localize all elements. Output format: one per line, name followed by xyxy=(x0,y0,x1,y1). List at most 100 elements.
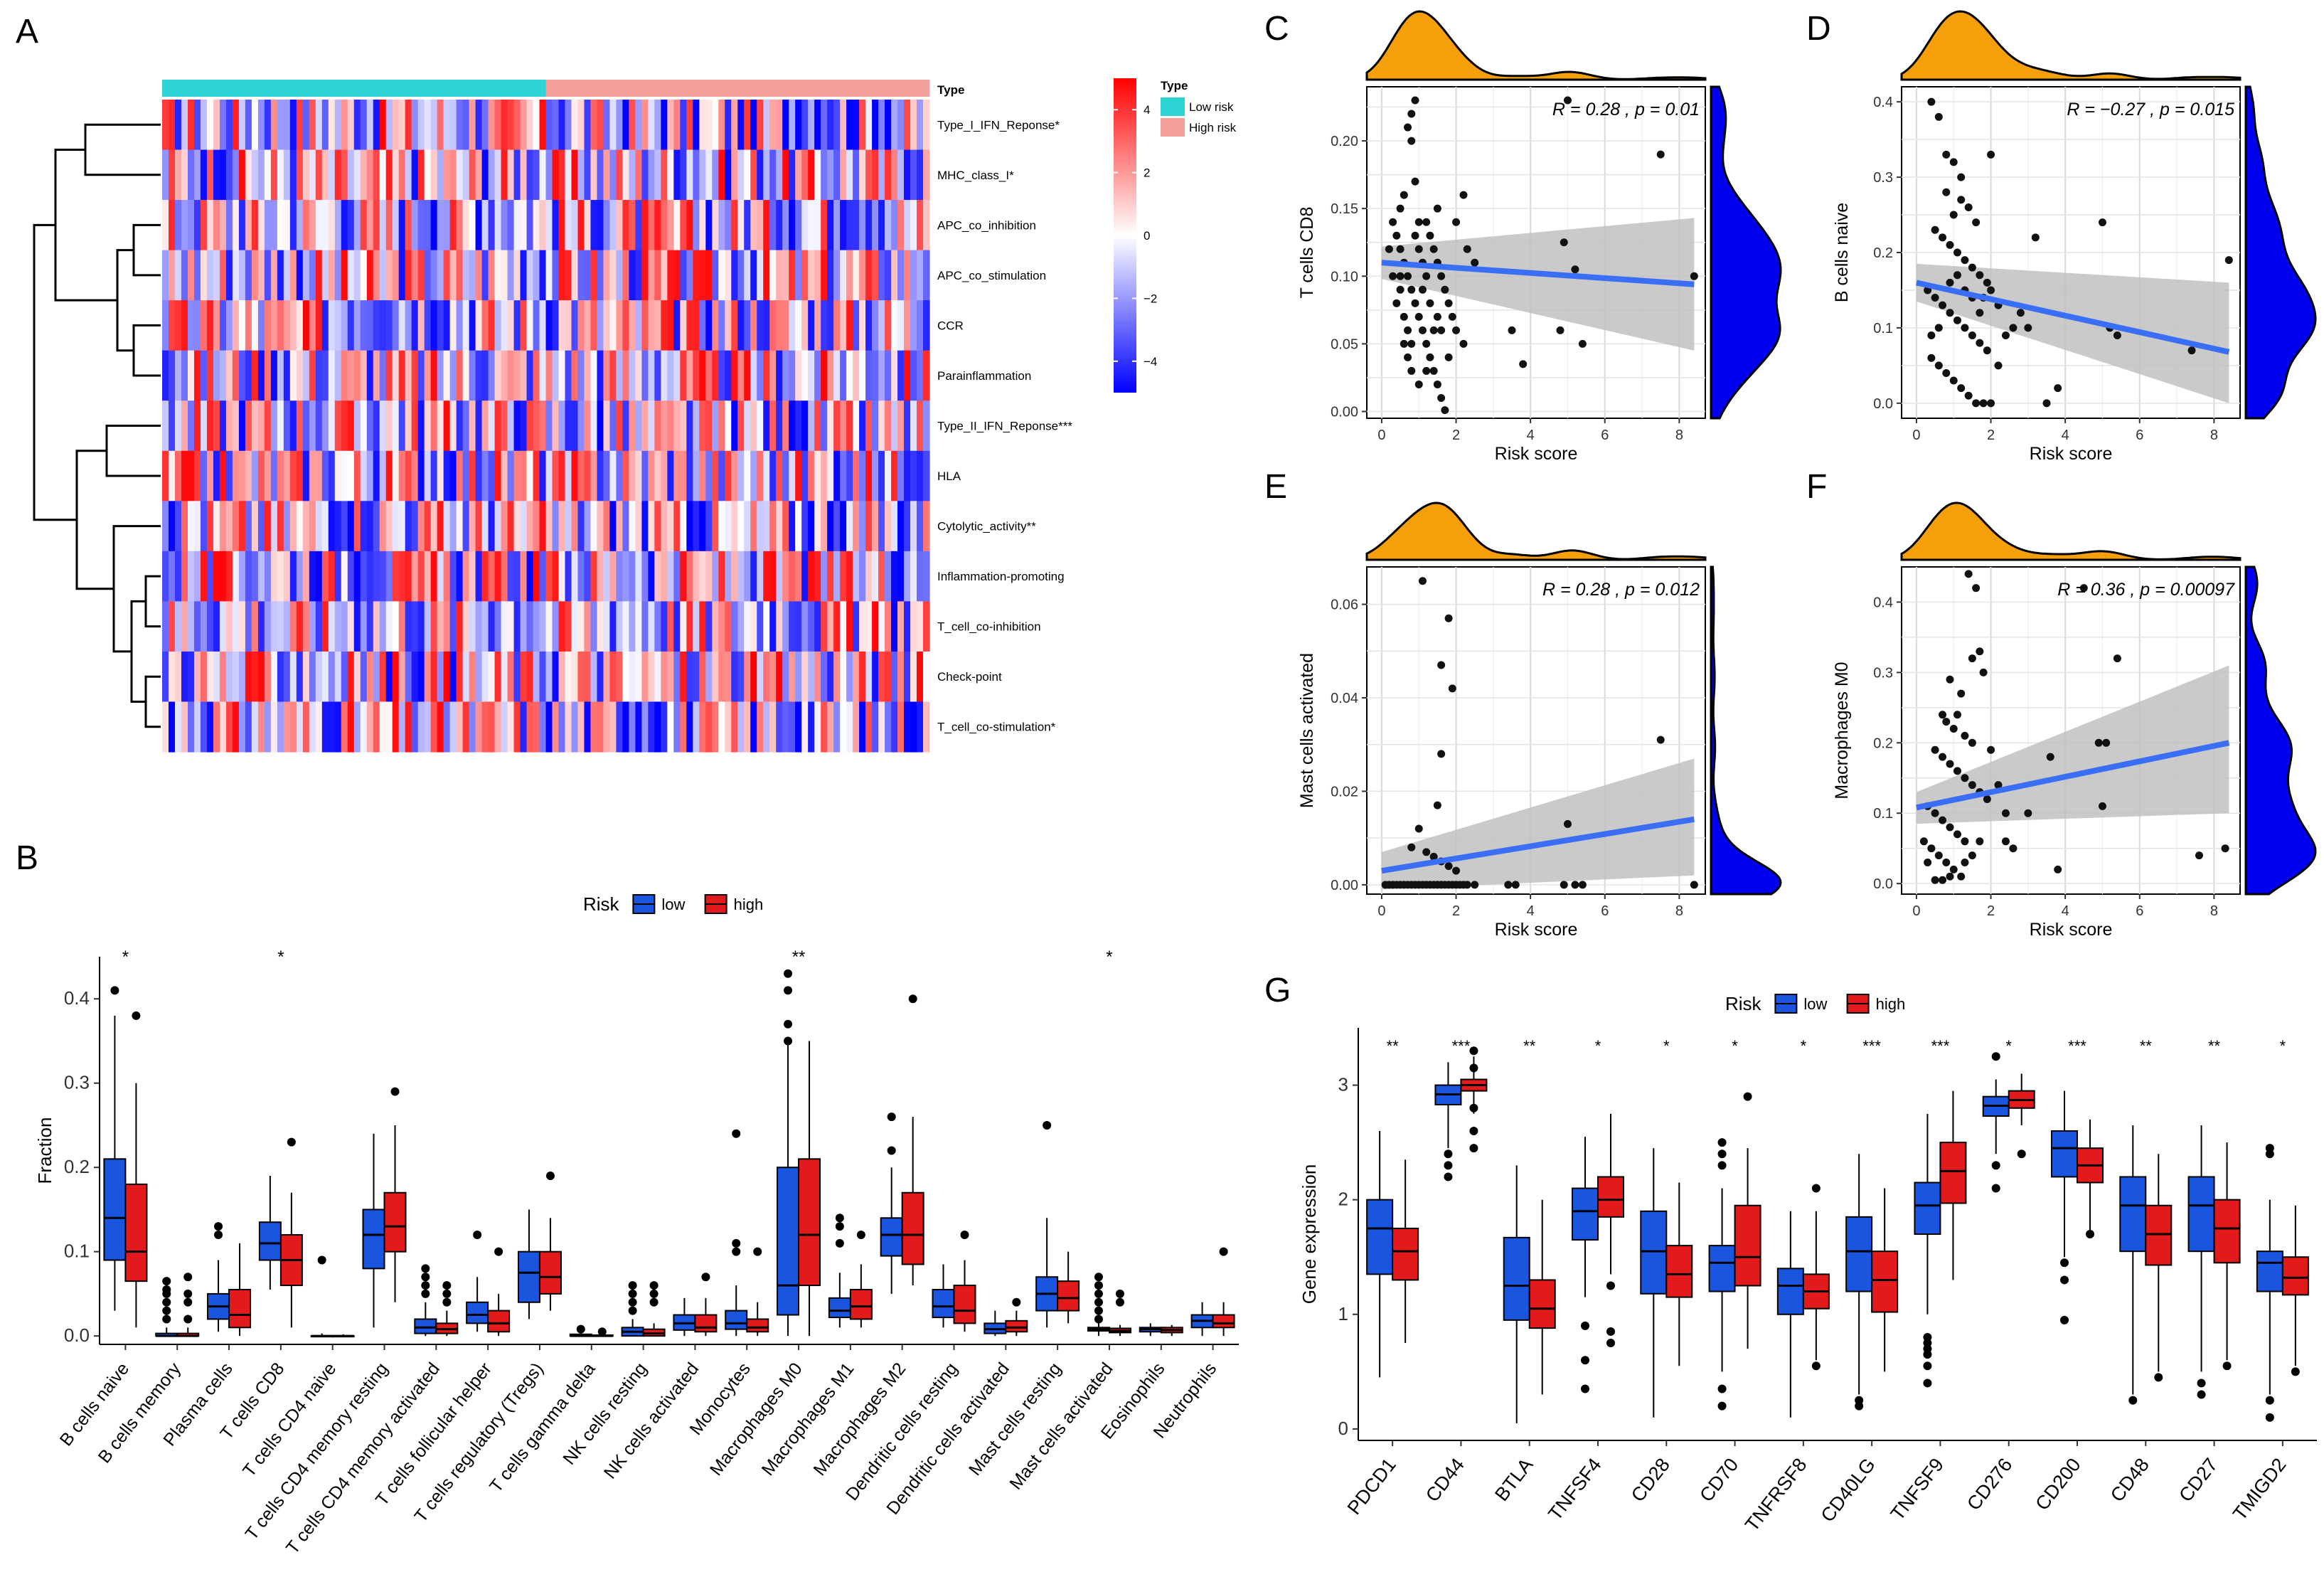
scatter-point xyxy=(2016,309,2025,317)
outlier-point xyxy=(1606,1281,1615,1290)
heatmap-cell xyxy=(584,701,592,753)
heatmap-cell xyxy=(558,701,566,753)
heatmap-cell xyxy=(456,701,464,753)
scatter-point xyxy=(2024,324,2032,332)
heatmap-cell xyxy=(289,501,297,552)
heatmap-cell xyxy=(296,300,304,351)
heatmap-cell xyxy=(181,250,188,301)
heatmap-cell xyxy=(533,651,540,703)
heatmap-cell xyxy=(609,250,617,301)
heatmap-cell xyxy=(872,149,879,201)
scatter-point xyxy=(1976,647,1984,656)
y-axis-label: Gene expression xyxy=(1299,1164,1320,1305)
heatmap-cell xyxy=(437,400,444,452)
scatter-point xyxy=(1953,767,1961,775)
heatmap-cell xyxy=(622,651,629,703)
heatmap-cell xyxy=(328,100,336,151)
heatmap-cell xyxy=(494,400,502,452)
heatmap-cell xyxy=(917,350,924,401)
scatter-point xyxy=(1437,272,1446,280)
heatmap-cell xyxy=(776,300,783,351)
heatmap-cell xyxy=(571,701,579,753)
heatmap-cell xyxy=(616,501,623,552)
heatmap-cell xyxy=(853,501,860,552)
scatter-point xyxy=(1471,881,1479,889)
heatmap-cell xyxy=(168,551,176,602)
heatmap-cell xyxy=(680,250,687,301)
outlier-point xyxy=(1115,1297,1124,1307)
heatmap-cell xyxy=(475,701,483,753)
heatmap-cell xyxy=(181,350,188,401)
heatmap-cell xyxy=(200,551,208,602)
heatmap-cell xyxy=(206,350,214,401)
heatmap-cell xyxy=(763,149,770,201)
heatmap-cell xyxy=(168,250,176,301)
heatmap-cell xyxy=(200,651,208,703)
heatmap-cell xyxy=(405,601,412,652)
scatter-point xyxy=(1953,711,1961,719)
heatmap-cell xyxy=(814,551,821,602)
scatter-point xyxy=(1459,339,1468,348)
heatmap-cell xyxy=(213,100,220,151)
heatmap-cell xyxy=(507,200,515,251)
heatmap-cell xyxy=(475,651,483,703)
heatmap-cell xyxy=(763,601,770,652)
outlier-point xyxy=(421,1289,430,1298)
scatter-point xyxy=(1976,309,1984,317)
heatmap-cell xyxy=(417,501,425,552)
heatmap-cell xyxy=(494,501,502,552)
scatter-point xyxy=(1441,406,1449,415)
heatmap-cell xyxy=(667,200,674,251)
heatmap-cell xyxy=(757,300,764,351)
box-high xyxy=(798,1158,821,1287)
heatmap-cell xyxy=(699,450,706,501)
heatmap-cell xyxy=(814,501,821,552)
heatmap-cell xyxy=(187,350,195,401)
significance-label: * xyxy=(1801,1037,1807,1055)
heatmap-cell xyxy=(398,450,406,501)
heatmap-cell xyxy=(795,100,802,151)
heatmap-cell xyxy=(782,701,789,753)
box-low xyxy=(103,1158,127,1261)
heatmap-cell xyxy=(443,300,451,351)
scatter-point xyxy=(2113,331,2121,339)
outlier-point xyxy=(2060,1258,2069,1268)
heatmap-cell xyxy=(232,501,240,552)
heatmap-cell xyxy=(360,501,368,552)
heatmap-cell xyxy=(347,501,355,552)
heatmap-cell xyxy=(699,250,706,301)
heatmap-cell xyxy=(865,100,873,151)
heatmap-cell xyxy=(456,400,464,452)
scatter-point xyxy=(2195,851,2203,860)
heatmap-cell xyxy=(347,701,355,753)
heatmap-cell xyxy=(257,450,265,501)
heatmap-cell xyxy=(705,501,713,552)
heatmap-cell xyxy=(526,300,534,351)
scatter-point xyxy=(1414,218,1423,226)
heatmap-cell xyxy=(565,450,572,501)
y-tick-label: 1 xyxy=(1338,1303,1348,1324)
heatmap-cell xyxy=(597,551,604,602)
heatmap-cell xyxy=(430,300,438,351)
outlier-point xyxy=(442,1281,452,1290)
heatmap-cell xyxy=(283,551,291,602)
heatmap-cell xyxy=(769,350,777,401)
heatmap-cell xyxy=(565,200,572,251)
heatmap-cell xyxy=(264,300,272,351)
risk-legend-label-high: high xyxy=(1876,995,1906,1013)
outlier-point xyxy=(1923,1361,1932,1371)
type-legend-swatch-high xyxy=(1161,118,1185,137)
significance-label: * xyxy=(1732,1037,1738,1055)
heatmap-cell xyxy=(763,300,770,351)
heatmap-cell xyxy=(891,250,898,301)
heatmap-cell xyxy=(424,450,432,501)
scatter-point xyxy=(1392,299,1401,307)
heatmap-cell xyxy=(654,551,661,602)
heatmap-cell xyxy=(533,350,540,401)
heatmap-cell xyxy=(501,701,508,753)
heatmap-cell xyxy=(865,149,873,201)
heatmap-cell xyxy=(213,501,220,552)
heatmap-cell xyxy=(385,701,393,753)
heatmap-cell xyxy=(680,100,687,151)
heatmap-cell xyxy=(833,300,841,351)
